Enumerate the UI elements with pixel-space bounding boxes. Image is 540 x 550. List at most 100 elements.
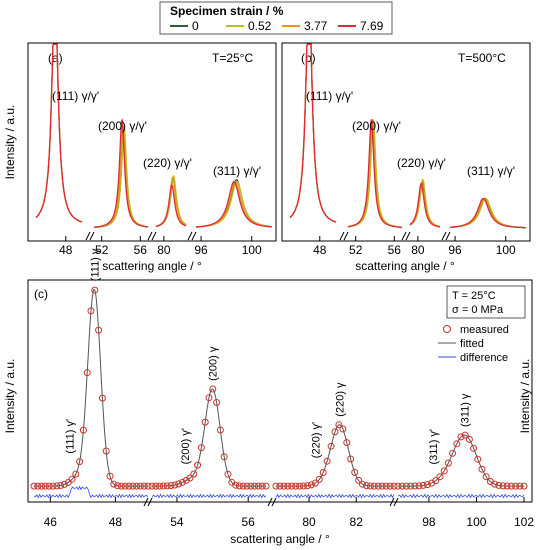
x-tick-label: 98 xyxy=(422,515,436,529)
fitted-seg-3 xyxy=(398,434,524,487)
measured-point xyxy=(335,421,343,429)
measured-point xyxy=(117,482,125,490)
series-7.69-seg-2 xyxy=(155,184,187,228)
measured-point xyxy=(351,468,359,476)
axis-break xyxy=(343,231,349,241)
peak-label-1: (200) γ/γ' xyxy=(98,119,147,133)
peak-label-2: (220) γ/γ' xyxy=(397,156,446,170)
difference-seg-0 xyxy=(33,485,149,499)
measured-point xyxy=(258,482,266,490)
axis-break xyxy=(405,231,411,241)
panel-b-frame xyxy=(281,42,531,242)
axis-break xyxy=(445,231,451,241)
measured-point xyxy=(407,482,415,490)
measured-point xyxy=(363,482,370,490)
measured-point xyxy=(254,482,262,490)
measured-point xyxy=(436,473,444,481)
measured-point xyxy=(503,482,511,490)
legend-measured-marker xyxy=(443,325,451,333)
x-tick-label: 100 xyxy=(242,243,262,257)
peak-label-c-0-0: (111) γ' xyxy=(65,419,77,454)
measured-point xyxy=(41,482,49,490)
measured-point xyxy=(440,467,448,475)
peak-label-c-1-1: (200) γ xyxy=(208,346,220,381)
measured-point xyxy=(121,482,129,490)
measured-point xyxy=(315,475,323,483)
measured-point xyxy=(343,439,351,447)
panel-a-ylabel: Intensity / a.u. xyxy=(3,105,17,180)
measured-point xyxy=(423,481,431,489)
x-tick-label: 46 xyxy=(44,515,58,529)
x-tick-label: 48 xyxy=(59,243,73,257)
series-7.69-seg-0 xyxy=(289,43,337,223)
axis-break xyxy=(151,231,157,241)
series-7.69-seg-0 xyxy=(35,43,83,223)
measured-point xyxy=(499,482,507,490)
legend-label-2: 3.77 xyxy=(304,19,328,33)
measured-point xyxy=(194,461,202,469)
x-tick-label: 48 xyxy=(109,515,123,529)
x-tick-label: 100 xyxy=(466,515,486,529)
x-tick-label: 96 xyxy=(448,243,462,257)
measured-point xyxy=(144,482,152,490)
difference-seg-1 xyxy=(151,493,267,499)
series-0.52-seg-3 xyxy=(195,180,273,228)
measured-point xyxy=(366,482,374,490)
measured-point xyxy=(209,385,217,393)
measured-point xyxy=(339,425,347,433)
measured-point xyxy=(87,307,95,315)
measured-point xyxy=(91,286,99,294)
legend-difference-label: difference xyxy=(460,352,508,364)
measured-point xyxy=(243,482,251,490)
measured-point xyxy=(129,482,137,490)
panel-c-plot: 46 48 (111) γ' (111) γ 54 56 (200) γ' (200) γ 80… xyxy=(30,248,534,529)
measured-point xyxy=(140,482,148,490)
measured-point xyxy=(235,482,243,490)
measured-point xyxy=(60,480,68,488)
measured-point xyxy=(125,482,133,490)
measured-point xyxy=(516,482,524,490)
x-tick-label: 80 xyxy=(411,243,425,257)
measured-point xyxy=(398,482,406,490)
panel-a-frame xyxy=(27,42,277,242)
measured-point xyxy=(374,482,382,490)
axis-break xyxy=(401,231,407,241)
measured-point xyxy=(482,473,490,481)
axis-break xyxy=(187,231,193,241)
measured-point xyxy=(411,482,419,490)
measured-point xyxy=(327,442,335,450)
measured-point xyxy=(296,482,304,490)
axis-break xyxy=(143,497,149,507)
measured-point xyxy=(491,480,499,488)
axis-break xyxy=(85,231,91,241)
panel-a-temp: T=25°C xyxy=(212,51,253,65)
panel-c-ylabel-left: Intensity / a.u. xyxy=(3,359,17,434)
measured-point xyxy=(382,482,390,490)
fitted-seg-1 xyxy=(152,388,266,487)
measured-point xyxy=(239,482,247,490)
measured-point xyxy=(38,482,46,490)
measured-point xyxy=(175,480,183,488)
legend-label-1: 0.52 xyxy=(248,19,272,33)
measured-point xyxy=(182,476,190,484)
measured-point xyxy=(114,482,122,490)
panel-a-label: (a) xyxy=(48,51,63,65)
measured-point xyxy=(386,482,394,490)
measured-point xyxy=(152,482,160,490)
measured-point xyxy=(272,482,280,490)
x-tick-label: 48 xyxy=(313,243,327,257)
series-7.69-seg-1 xyxy=(93,118,149,228)
series-7.69-seg-1 xyxy=(347,119,403,229)
measured-point xyxy=(178,478,186,486)
measured-point xyxy=(390,482,398,490)
panel-b-temp: T=500°C xyxy=(458,51,506,65)
measured-point xyxy=(110,480,118,488)
panel-c-xlabel: scattering angle / ° xyxy=(230,532,330,546)
x-tick-label: 54 xyxy=(170,515,184,529)
panel-c-ylabel-right: Intensity / a.u. xyxy=(518,359,532,434)
peak-label-1: (200) γ/γ' xyxy=(352,119,401,133)
panel-b-plot: 48 (111) γ/γ' 52 56 (200) γ/γ' 80 (220) γ/γ' 96… xyxy=(289,43,527,257)
measured-point xyxy=(72,470,80,478)
measured-point xyxy=(453,440,461,448)
